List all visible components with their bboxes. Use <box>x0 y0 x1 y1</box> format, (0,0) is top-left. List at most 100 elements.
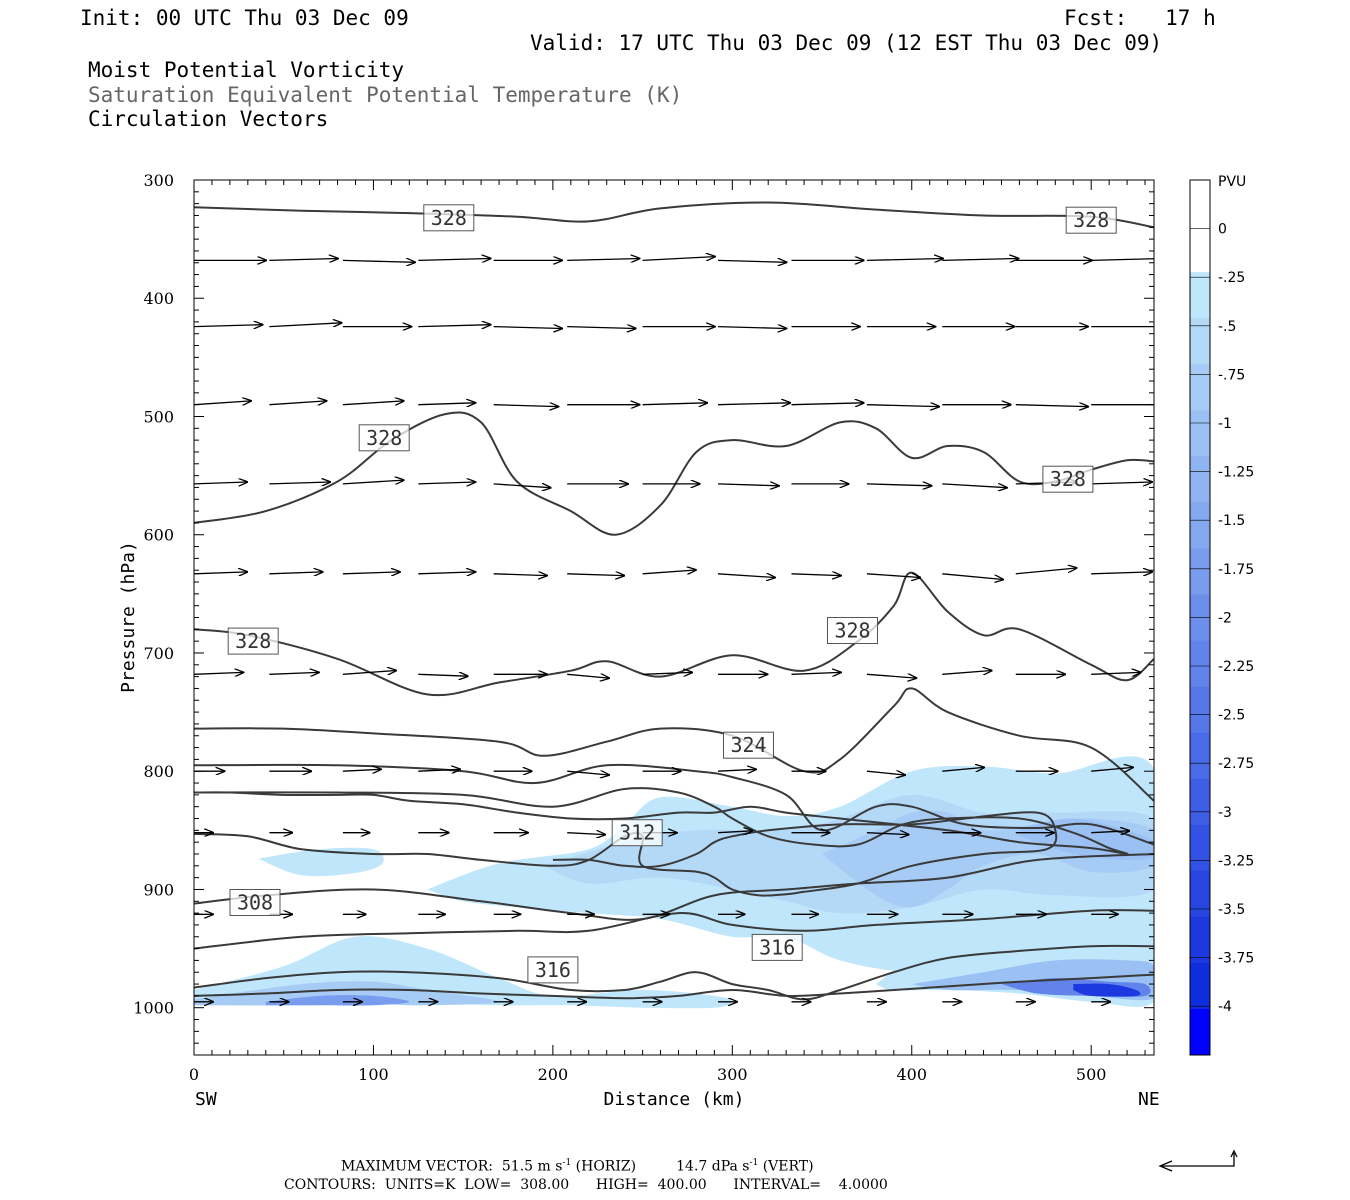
vector-arrow <box>717 484 779 486</box>
colorbar-label: -1.5 <box>1218 513 1245 529</box>
x-axis-right-end: NE <box>1138 1089 1160 1110</box>
contour-label-text: 328 <box>366 426 402 450</box>
contour-label-box <box>229 889 281 916</box>
contour-label: 316 <box>527 956 579 984</box>
contour-label: 308 <box>229 889 281 916</box>
contour-label-box <box>723 731 774 759</box>
vector-arrow <box>194 672 243 674</box>
vector-arrow <box>418 403 475 405</box>
colorbar-swatch <box>1190 180 1210 227</box>
contour-label-box <box>358 424 410 452</box>
colorbar-label: -.75 <box>1218 367 1245 383</box>
contour-label: 312 <box>611 819 663 847</box>
vector-arrow <box>942 484 1007 488</box>
x-axis-title: Distance (km) <box>604 1089 745 1110</box>
colorbar-label: -3.5 <box>1218 902 1245 918</box>
contour-label-text: 328 <box>235 629 271 653</box>
x-tick-label: 500 <box>1076 1065 1107 1084</box>
colorbar-swatch <box>1190 686 1210 733</box>
contour-label-text: 308 <box>237 891 273 915</box>
y-tick-label: 900 <box>143 880 174 899</box>
vector-arrow <box>418 572 475 574</box>
circulation-vectors <box>194 257 1154 1002</box>
contour-label-text: 316 <box>535 958 571 982</box>
colorbar-swatch <box>1190 548 1210 595</box>
vector-arrow <box>194 482 247 484</box>
contour-label: 328 <box>358 424 410 452</box>
field-label-mpv: Moist Potential Vorticity <box>88 58 405 82</box>
reference-vector <box>1158 1149 1238 1172</box>
colorbar-swatch <box>1190 1008 1210 1056</box>
vector-arrow <box>1091 572 1152 574</box>
contour-label-box <box>423 204 475 232</box>
y-tick-label: 300 <box>143 171 174 190</box>
contour-label: 328 <box>827 617 878 644</box>
vector-arrow <box>418 482 475 484</box>
vector-arrow <box>269 401 326 405</box>
vector-arrow <box>269 672 318 674</box>
x-tick-label: 100 <box>358 1065 389 1084</box>
vector-arrow <box>717 260 786 262</box>
isentrope-line <box>194 909 1154 950</box>
init-time: Init: 00 UTC Thu 03 Dec 09 <box>80 6 409 30</box>
vector-arrow <box>418 259 490 261</box>
vector-arrow <box>1091 831 1129 833</box>
colorbar: 0 -.25 -.5 -.75 -1 -1.25 -1.5 -1.75 -2 -2.25 -2.5 -… <box>1189 179 1254 1056</box>
vector-arrow <box>866 771 905 775</box>
vector-arrow <box>194 572 247 574</box>
vector-arrow <box>493 574 547 576</box>
vector-arrow <box>1091 672 1140 674</box>
vector-arrow <box>717 831 752 833</box>
vector-arrow <box>791 403 864 405</box>
vector-arrow <box>342 769 381 771</box>
vector-arrow <box>342 671 396 675</box>
contour-labels: 328 328 328 328 328 328 324 312 308 316 316 <box>227 204 1117 984</box>
vector-arrow <box>717 327 786 329</box>
vector-arrow <box>942 259 1018 261</box>
vector-arrow <box>194 401 251 405</box>
vector-arrow <box>194 325 262 327</box>
contour-label-box <box>751 933 803 961</box>
contour-label-text: 328 <box>1073 208 1109 232</box>
vector-arrow <box>1091 482 1152 484</box>
isentrope-line <box>194 973 1154 1000</box>
vector-arrow <box>342 260 415 262</box>
mpv-region <box>1073 983 1141 997</box>
isentrope-line <box>194 853 1154 921</box>
colorbar-label: -2.5 <box>1218 708 1245 724</box>
vector-arrow <box>642 672 692 674</box>
vector-arrow <box>1015 568 1077 575</box>
vector-arrow <box>942 573 1003 580</box>
vector-arrow <box>1015 405 1088 407</box>
vector-arrow <box>567 327 635 329</box>
y-tick-label: 700 <box>143 644 174 663</box>
contour-label-text: 324 <box>730 733 766 757</box>
contour-label-text: 328 <box>1050 467 1086 491</box>
contour-label: 328 <box>1042 465 1094 493</box>
colorbar-swatch <box>1190 916 1210 964</box>
vector-arrow <box>1091 767 1133 771</box>
colorbar-label: -3.25 <box>1218 853 1254 869</box>
vector-arrow <box>269 572 322 574</box>
vector-arrow <box>493 405 559 407</box>
vector-arrow <box>866 674 916 678</box>
y-axis-title: Pressure (hPa) <box>118 541 139 693</box>
vector-arrow <box>418 325 490 327</box>
colorbar-label: -2.25 <box>1218 659 1254 675</box>
mpv-region <box>265 995 410 1006</box>
y-tick-label: 400 <box>143 289 174 308</box>
y-tick-label: 800 <box>143 762 174 781</box>
vector-arrow <box>717 403 790 405</box>
vector-arrow <box>493 327 562 329</box>
colorbar-swatch <box>1190 732 1210 779</box>
colorbar-swatch <box>1190 502 1210 549</box>
contour-label-box <box>1042 465 1094 493</box>
vector-arrow <box>642 570 696 574</box>
vector-arrow <box>866 405 939 407</box>
colorbar-swatch <box>1190 456 1210 503</box>
vector-arrow <box>791 574 841 576</box>
vector-arrow <box>493 484 551 488</box>
contour-label-box <box>827 617 878 644</box>
y-tick-label: 500 <box>143 407 174 426</box>
